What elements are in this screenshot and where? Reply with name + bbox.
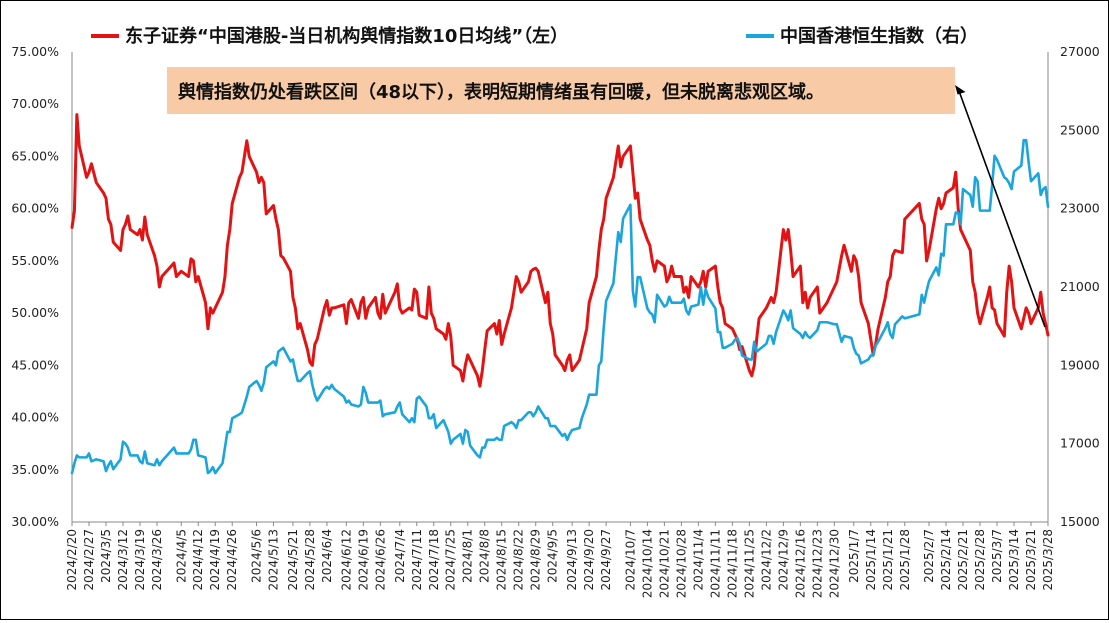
x-tick-label: 2024/8/15 xyxy=(495,529,509,591)
legend-label-hsi: 中国香港恒生指数（右） xyxy=(780,25,978,47)
x-tick-label: 2024/4/26 xyxy=(225,529,239,591)
x-tick-label: 2025/2/28 xyxy=(973,529,987,591)
right-tick-label: 17000 xyxy=(1060,436,1100,451)
x-tick-label: 2024/12/30 xyxy=(827,529,841,598)
x-tick-label: 2024/6/12 xyxy=(339,529,353,591)
x-tick-label: 2024/10/14 xyxy=(640,529,654,598)
annotation-text: 舆情指数仍处看跌区间（48以下），表明短期情绪虽有回暖，但未脱离悲观区域。 xyxy=(178,81,824,103)
right-tick-label: 19000 xyxy=(1060,357,1100,372)
x-tick-label: 2024/12/2 xyxy=(759,529,773,591)
x-tick-label: 2024/3/12 xyxy=(116,529,130,591)
left-tick-label: 30.00% xyxy=(11,514,59,529)
x-tick-label: 2024/8/8 xyxy=(478,529,492,583)
axes: 30.00% 35.00% 40.00% 45.00% 50.00% 55.00% 60.0… xyxy=(11,44,1099,598)
x-tick-label: 2024/8/1 xyxy=(461,529,475,583)
left-tick-label: 55.00% xyxy=(11,253,59,268)
x-tick-label: 2024/11/4 xyxy=(691,529,705,591)
x-tick-label: 2025/2/14 xyxy=(939,529,953,591)
x-tick-label: 2024/2/20 xyxy=(65,529,79,591)
x-tick-label: 2024/7/4 xyxy=(393,529,407,583)
x-tick-label: 2024/5/28 xyxy=(303,529,317,591)
x-tick-label: 2024/2/27 xyxy=(82,529,96,591)
x-tick-label: 2025/1/21 xyxy=(881,529,895,591)
left-tick-label: 65.00% xyxy=(11,148,59,163)
right-tick-label: 25000 xyxy=(1060,122,1100,137)
x-tick-label: 2024/8/22 xyxy=(512,529,526,591)
arrow-line xyxy=(958,90,1046,328)
x-tick-label: 2024/6/19 xyxy=(356,529,370,591)
x-tick-label: 2024/9/27 xyxy=(599,529,613,591)
x-tick-label: 2024/10/21 xyxy=(657,529,671,598)
x-tick-label: 2024/9/20 xyxy=(582,529,596,591)
x-tick-label: 2025/1/14 xyxy=(864,529,878,591)
x-tick-label: 2024/11/25 xyxy=(742,529,756,598)
x-tick-label: 2024/4/5 xyxy=(174,529,188,583)
x-tick-label: 2025/3/28 xyxy=(1041,529,1055,591)
left-tick-label: 45.00% xyxy=(11,357,59,372)
x-tick-label: 2025/2/21 xyxy=(956,529,970,591)
legend-label-sentiment: 东子证券“中国港股-当日机构舆情指数10日均线”（左） xyxy=(125,25,568,47)
x-tick-label: 2024/8/29 xyxy=(529,529,543,591)
x-tick-label: 2024/7/18 xyxy=(427,529,441,591)
x-tick-label: 2024/11/18 xyxy=(725,529,739,598)
x-tick-label: 2024/9/5 xyxy=(546,529,560,583)
x-tick-label: 2025/2/7 xyxy=(922,529,936,583)
x-tick-label: 2024/7/11 xyxy=(410,529,424,591)
x-tick-label: 2024/5/13 xyxy=(267,529,281,591)
right-tick-label: 21000 xyxy=(1060,279,1100,294)
x-tick-label: 2024/6/26 xyxy=(373,529,387,591)
right-tick-label: 27000 xyxy=(1060,44,1100,59)
left-tick-label: 75.00% xyxy=(11,44,59,59)
x-tick-label: 2024/12/23 xyxy=(810,529,824,598)
x-tick-label: 2025/1/7 xyxy=(847,529,861,583)
legend: 东子证券“中国港股-当日机构舆情指数10日均线”（左） 中国香港恒生指数（右） xyxy=(91,25,978,47)
x-tick-label: 2024/4/19 xyxy=(208,529,222,591)
right-tick-label: 23000 xyxy=(1060,201,1100,216)
x-tick-label: 2024/3/5 xyxy=(99,529,113,583)
x-tick-label: 2024/10/28 xyxy=(674,529,688,598)
x-tick-label: 2024/7/25 xyxy=(444,529,458,591)
x-tick-label: 2024/4/12 xyxy=(191,529,205,591)
series-line-sentiment xyxy=(70,113,1050,388)
annotation-arrow xyxy=(955,85,1046,328)
x-tick-label: 2024/6/4 xyxy=(320,529,334,583)
x-tick-label: 2025/3/21 xyxy=(1024,529,1038,591)
series-line-hsi xyxy=(70,138,1050,475)
left-tick-label: 70.00% xyxy=(11,96,59,111)
right-tick-label: 15000 xyxy=(1060,514,1100,529)
left-tick-label: 50.00% xyxy=(11,305,59,320)
left-tick-label: 35.00% xyxy=(11,462,59,477)
x-tick-label: 2024/3/26 xyxy=(150,529,164,591)
x-tick-label: 2024/5/21 xyxy=(286,529,300,591)
arrow-head xyxy=(955,85,966,95)
x-tick-label: 2024/5/6 xyxy=(250,529,264,583)
annotation-box: 舆情指数仍处看跌区间（48以下），表明短期情绪虽有回暖，但未脱离悲观区域。 xyxy=(167,67,955,114)
x-tick-label: 2024/12/9 xyxy=(776,529,790,591)
x-tick-label: 2024/10/7 xyxy=(623,529,637,591)
series-layer xyxy=(70,113,1050,475)
x-tick-label: 2024/11/11 xyxy=(708,529,722,598)
x-tick-label: 2025/1/28 xyxy=(898,529,912,591)
x-tick-label: 2024/3/19 xyxy=(133,529,147,591)
left-tick-label: 60.00% xyxy=(11,201,59,216)
x-tick-label: 2025/3/14 xyxy=(1007,529,1021,591)
x-tick-label: 2024/12/16 xyxy=(793,529,807,598)
annotation-background xyxy=(167,67,955,114)
x-tick-label: 2024/9/13 xyxy=(565,529,579,591)
x-tick-label: 2025/3/7 xyxy=(990,529,1004,583)
left-tick-label: 40.00% xyxy=(11,410,59,425)
